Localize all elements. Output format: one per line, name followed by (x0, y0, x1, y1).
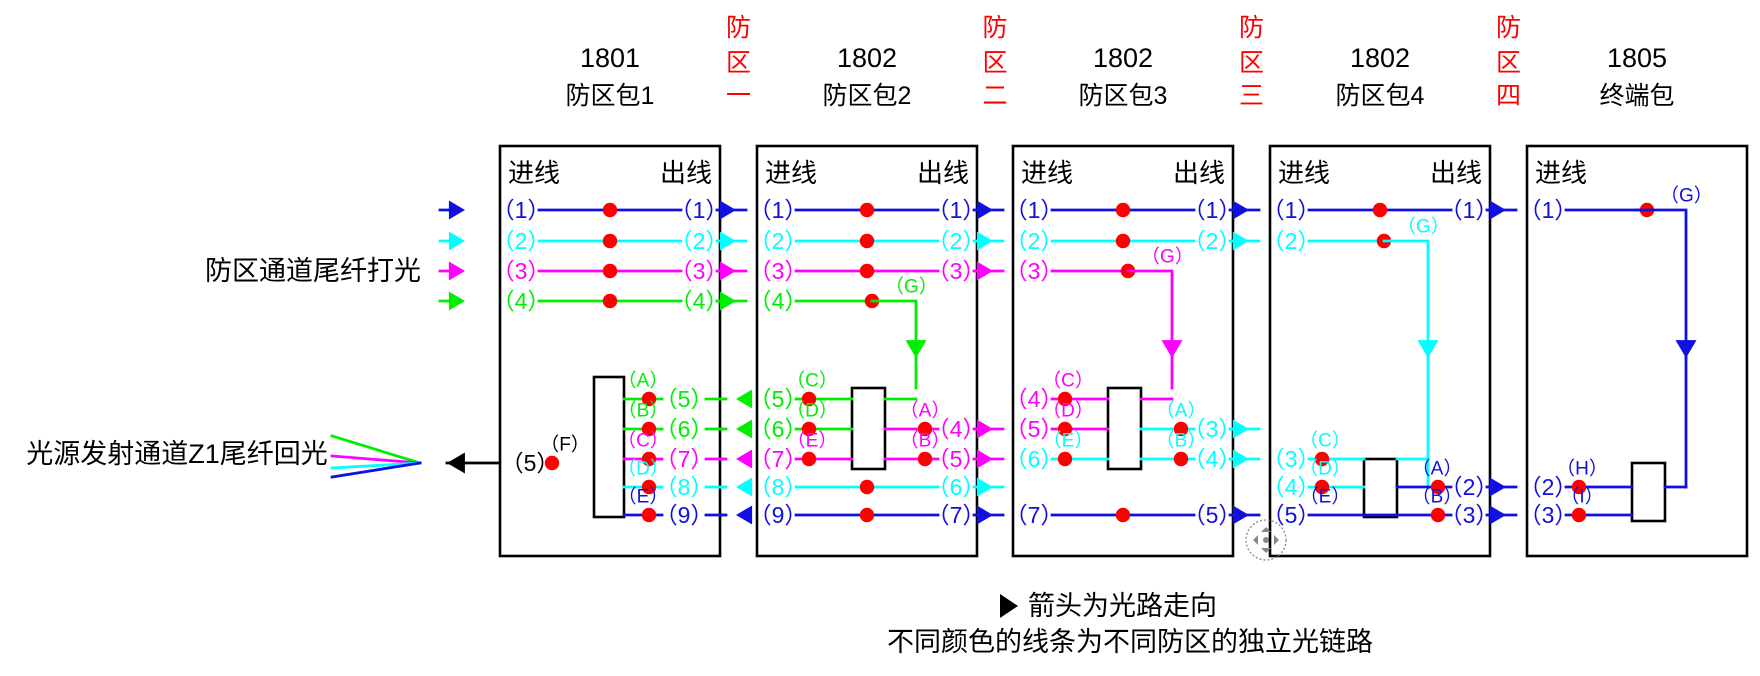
svg-text:（G）: （G） (1660, 185, 1713, 207)
svg-text:进线: 进线 (1535, 158, 1587, 188)
svg-text:（1）: （1） (749, 197, 808, 223)
svg-text:（E）: （E） (787, 430, 838, 452)
svg-text:防: 防 (1496, 14, 1521, 42)
svg-text:二: 二 (982, 82, 1007, 110)
svg-text:区: 区 (1496, 49, 1521, 77)
svg-text:进线: 进线 (508, 158, 560, 188)
svg-text:出线: 出线 (917, 158, 969, 188)
svg-text:防: 防 (982, 14, 1007, 42)
svg-text:出线: 出线 (1430, 158, 1482, 188)
svg-text:（E）: （E） (1300, 486, 1351, 508)
svg-text:（C）: （C） (1299, 430, 1351, 452)
svg-text:（9）: （9） (655, 502, 714, 528)
svg-text:区: 区 (726, 49, 751, 77)
svg-text:防区通道尾纤打光: 防区通道尾纤打光 (205, 256, 421, 286)
svg-text:（G）: （G） (1397, 216, 1450, 238)
svg-text:防区包1: 防区包1 (566, 82, 655, 110)
svg-text:（G）: （G） (885, 276, 938, 298)
svg-text:防: 防 (1239, 14, 1264, 42)
svg-text:（F）: （F） (540, 434, 590, 456)
svg-text:1801: 1801 (580, 43, 640, 73)
svg-text:进线: 进线 (1021, 158, 1073, 188)
svg-text:出线: 出线 (660, 158, 712, 188)
svg-text:（I）: （I） (1560, 486, 1603, 508)
svg-text:三: 三 (1239, 82, 1264, 110)
svg-text:四: 四 (1496, 82, 1521, 110)
svg-text:（D）: （D） (1042, 400, 1094, 422)
svg-text:（8）: （8） (749, 474, 808, 500)
svg-text:（2）: （2） (1262, 228, 1321, 254)
svg-text:（C）: （C） (786, 370, 838, 392)
svg-text:防区包4: 防区包4 (1336, 82, 1425, 110)
svg-text:（1）: （1） (1262, 197, 1321, 223)
svg-text:（1）: （1） (1005, 197, 1064, 223)
svg-text:（3）: （3） (492, 258, 551, 284)
svg-text:（G）: （G） (1141, 246, 1194, 268)
svg-text:进线: 进线 (1278, 158, 1330, 188)
svg-text:防区包2: 防区包2 (823, 82, 912, 110)
svg-text:（D）: （D） (1299, 458, 1351, 480)
svg-text:（H）: （H） (1556, 458, 1608, 480)
svg-text:（2）: （2） (492, 228, 551, 254)
svg-text:（2）: （2） (749, 228, 808, 254)
svg-text:区: 区 (982, 49, 1007, 77)
svg-text:（2）: （2） (1005, 228, 1064, 254)
svg-text:出线: 出线 (1173, 158, 1225, 188)
svg-text:区: 区 (1239, 49, 1264, 77)
svg-text:（3）: （3） (1005, 258, 1064, 284)
svg-text:（9）: （9） (749, 502, 808, 528)
svg-text:防区包3: 防区包3 (1079, 82, 1168, 110)
svg-text:1802: 1802 (837, 43, 897, 73)
svg-text:（7）: （7） (1005, 502, 1064, 528)
svg-text:（1）: （1） (1519, 197, 1578, 223)
svg-text:（C）: （C） (1042, 370, 1094, 392)
svg-text:（1）: （1） (492, 197, 551, 223)
svg-text:（3）: （3） (749, 258, 808, 284)
svg-text:1802: 1802 (1093, 43, 1153, 73)
svg-text:（E）: （E） (1043, 430, 1094, 452)
svg-text:光源发射通道Z1尾纤回光: 光源发射通道Z1尾纤回光 (26, 439, 328, 469)
svg-text:（4）: （4） (492, 288, 551, 314)
svg-text:（D）: （D） (786, 400, 838, 422)
svg-text:终端包: 终端包 (1599, 82, 1674, 110)
svg-text:不同颜色的线条为不同防区的独立光链路: 不同颜色的线条为不同防区的独立光链路 (887, 627, 1373, 657)
svg-text:箭头为光路走向: 箭头为光路走向 (1028, 591, 1217, 621)
svg-text:（4）: （4） (749, 288, 808, 314)
svg-text:防: 防 (726, 14, 751, 42)
svg-text:1802: 1802 (1350, 43, 1410, 73)
svg-text:一: 一 (726, 82, 751, 110)
svg-text:进线: 进线 (765, 158, 817, 188)
svg-text:1805: 1805 (1607, 43, 1667, 73)
